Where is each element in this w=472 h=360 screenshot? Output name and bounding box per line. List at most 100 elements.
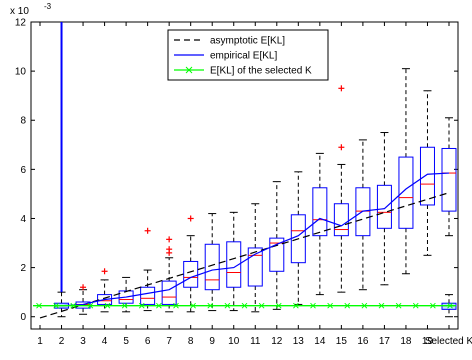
selected-k-marker <box>53 302 59 309</box>
selected-k-marker <box>70 302 77 309</box>
marker-b <box>36 302 42 309</box>
series-layer <box>33 172 456 319</box>
selected-k-marker <box>224 302 231 309</box>
selected-k-marker <box>275 302 282 309</box>
x-tick-label: 19 <box>422 336 434 347</box>
selected-k-marker <box>36 302 42 309</box>
outlier-marker <box>101 268 108 275</box>
selected-k-marker <box>173 302 179 309</box>
legend: asymptotic E[KL] empirical E[KL] E[KL] of … <box>167 29 329 81</box>
y-tick-label: 8 <box>20 116 26 127</box>
selected-k-marker <box>207 302 214 309</box>
marker-b <box>53 302 59 309</box>
marker-b <box>378 302 385 309</box>
box <box>97 294 113 305</box>
marker-b <box>87 302 94 309</box>
x-tick-label: 3 <box>80 336 86 347</box>
box <box>355 187 371 237</box>
x-tick-label: 4 <box>102 336 108 347</box>
x-tick-label: 11 <box>250 336 261 347</box>
box <box>226 241 242 288</box>
outlier-marker <box>166 246 173 253</box>
legend-marker-b <box>185 66 193 74</box>
boxes-layer <box>54 22 457 318</box>
x-tick-label: 5 <box>123 336 129 347</box>
selected-k-marker <box>327 302 333 309</box>
x-tick-label: 18 <box>400 336 412 347</box>
y-tick-label: 4 <box>20 214 26 225</box>
box <box>312 187 328 237</box>
marker-b <box>70 302 77 309</box>
outlier-marker <box>338 144 345 151</box>
selected-k-marker <box>138 302 145 309</box>
x-tick-label: 1 <box>37 336 43 347</box>
box <box>333 203 349 237</box>
legend-label: asymptotic E[KL] <box>210 36 285 47</box>
selected-k-marker <box>430 302 436 309</box>
selected-k-marker <box>241 302 248 309</box>
selected-k-marker <box>156 302 162 309</box>
x-tick-label: 13 <box>293 336 305 347</box>
x-tick-label: 2 <box>59 336 65 347</box>
x-tick-label: 9 <box>209 336 215 347</box>
marker-b <box>104 302 111 309</box>
marker-b <box>207 302 214 309</box>
y-tick-label: 6 <box>20 165 26 176</box>
selected-k-marker <box>87 302 94 309</box>
outlier-marker <box>187 215 194 222</box>
marker-b <box>430 302 436 309</box>
outlier-marker <box>338 85 345 92</box>
selected-k-marker <box>378 302 385 309</box>
marker-b <box>293 302 299 309</box>
selected-k-marker <box>190 302 196 309</box>
marker-b <box>121 302 128 309</box>
x-tick-label: 6 <box>145 336 151 347</box>
selected-k-marker <box>293 302 299 309</box>
marker-b <box>412 302 419 309</box>
selected-k-marker <box>310 302 316 309</box>
x-tick-label: 12 <box>271 336 283 347</box>
box <box>376 184 392 229</box>
marker-b <box>361 302 368 309</box>
box <box>161 280 177 305</box>
outlier-marker <box>166 236 173 243</box>
x-tick-label: 14 <box>314 336 326 347</box>
marker-b <box>138 302 145 309</box>
marker-b <box>310 302 316 309</box>
y-tick-label: 2 <box>20 263 26 274</box>
x-tick-label: 15 <box>336 336 348 347</box>
box <box>269 237 285 272</box>
y-exponent-power: -3 <box>44 2 52 11</box>
selected-k-marker <box>395 302 402 309</box>
marker-b <box>327 302 333 309</box>
selected-k-marker <box>104 302 111 309</box>
box <box>118 290 134 304</box>
box <box>183 260 199 288</box>
selected-k-marker <box>258 302 265 309</box>
asymptotic-line <box>39 192 450 319</box>
marker-b <box>447 302 453 309</box>
x-tick-label: 7 <box>166 336 172 347</box>
y-tick-label: 0 <box>20 312 26 323</box>
box <box>247 247 263 287</box>
box <box>398 156 414 229</box>
x-tick-label: 10 <box>228 336 240 347</box>
box <box>419 146 435 206</box>
legend-label: empirical E[KL] <box>210 51 277 62</box>
legend-label: E[KL] of the selected K <box>210 66 312 77</box>
y-exponent-label: x 10 <box>10 6 29 17</box>
x-tick-label: 8 <box>188 336 194 347</box>
marker-b <box>224 302 231 309</box>
x-tick-label: 16 <box>357 336 369 347</box>
x-tick-label: 17 <box>379 336 391 347</box>
empirical-line <box>61 172 450 307</box>
box <box>140 286 156 305</box>
marker-b <box>173 302 179 309</box>
marker-b <box>258 302 265 309</box>
outlier-marker <box>80 284 87 291</box>
selected-k-marker <box>447 302 453 309</box>
box <box>204 243 220 291</box>
outlier-marker <box>144 227 151 234</box>
x-tick-label: Selected K <box>425 336 472 347</box>
marker-b <box>344 302 351 309</box>
